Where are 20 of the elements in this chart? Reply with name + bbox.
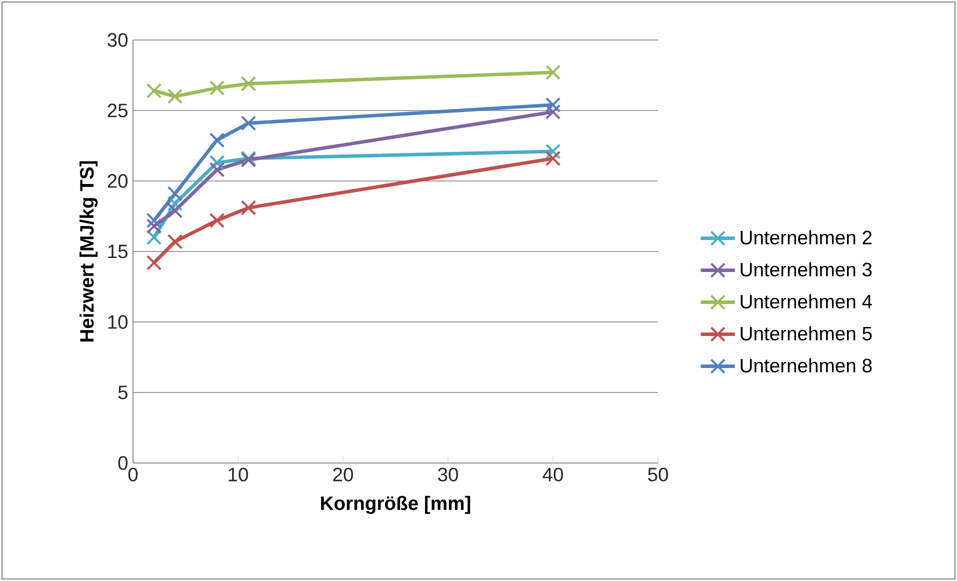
x-tick-label: 0 — [128, 468, 138, 482]
x-tick-label: 20 — [333, 468, 353, 482]
y-tick-label: 0 — [118, 456, 128, 470]
legend-label: Unternehmen 8 — [740, 358, 872, 372]
legend-label: Unternehmen 2 — [740, 230, 872, 244]
y-tick-label: 20 — [108, 174, 128, 188]
x-tick-label: 50 — [648, 468, 668, 482]
legend-label: Unternehmen 3 — [740, 262, 872, 276]
legend-label: Unternehmen 5 — [740, 326, 872, 340]
x-tick-label: 40 — [542, 468, 563, 482]
y-tick-label: 15 — [108, 244, 128, 258]
y-tick-label: 25 — [108, 104, 128, 118]
x-tick-label: 10 — [228, 468, 248, 482]
y-tick-label: 5 — [118, 386, 128, 400]
x-tick-label: 30 — [438, 468, 458, 482]
y-axis-title: Heizwert [MJ/kg TS] — [80, 161, 98, 342]
y-tick-label: 30 — [108, 33, 128, 47]
legend-label: Unternehmen 4 — [740, 294, 872, 308]
y-tick-label: 10 — [108, 315, 128, 329]
x-axis-title: Korngröße [mm] — [321, 496, 470, 514]
